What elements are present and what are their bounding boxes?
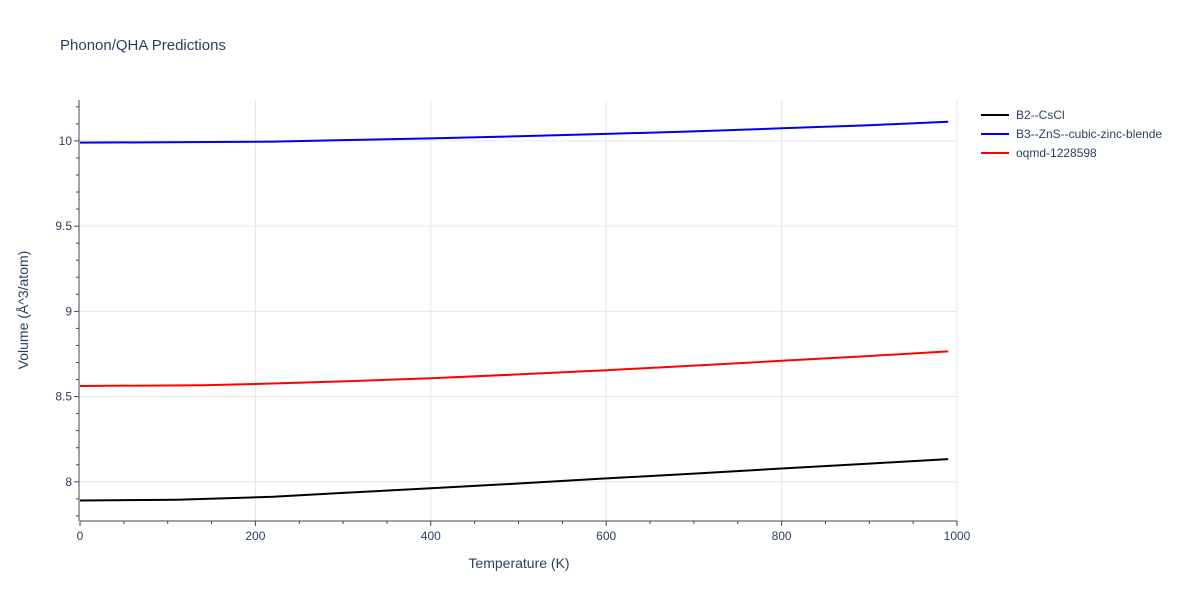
- y-tick-label: 10: [59, 134, 73, 148]
- x-tick-label: 1000: [944, 529, 971, 543]
- x-tick-label: 400: [421, 529, 441, 543]
- x-tick-labels: 0 200 400 600 800 1000: [77, 529, 971, 543]
- chart-title: Phonon/QHA Predictions: [60, 37, 226, 54]
- legend-label: oqmd-1228598: [1016, 146, 1097, 160]
- y-tick-labels: 8 8.5 9 9.5 10: [55, 134, 72, 489]
- grid: [80, 100, 958, 521]
- legend-item[interactable]: B3--ZnS--cubic-zinc-blende: [981, 127, 1162, 141]
- y-axis-title: Volume (Å^3/atom): [15, 251, 31, 370]
- x-tick-label: 200: [245, 529, 265, 543]
- legend[interactable]: B2--CsCl B3--ZnS--cubic-zinc-blende oqmd-1…: [981, 108, 1162, 160]
- series-line[interactable]: [79, 458, 949, 502]
- legend-item[interactable]: oqmd-1228598: [981, 146, 1097, 160]
- y-tick-label: 8.5: [55, 390, 72, 404]
- axes: [74, 100, 958, 526]
- x-tick-label: 800: [772, 529, 792, 543]
- series-line[interactable]: [79, 350, 949, 387]
- legend-label: B3--ZnS--cubic-zinc-blende: [1016, 127, 1162, 141]
- x-axis-title: Temperature (K): [468, 555, 569, 571]
- series-line[interactable]: [79, 120, 949, 144]
- x-tick-label: 0: [77, 529, 84, 543]
- y-tick-label: 8: [65, 475, 72, 489]
- y-tick-label: 9: [65, 304, 72, 318]
- x-tick-label: 600: [596, 529, 616, 543]
- legend-item[interactable]: B2--CsCl: [981, 108, 1065, 122]
- legend-label: B2--CsCl: [1016, 108, 1065, 122]
- series-lines: [79, 120, 949, 502]
- y-tick-label: 9.5: [55, 219, 72, 233]
